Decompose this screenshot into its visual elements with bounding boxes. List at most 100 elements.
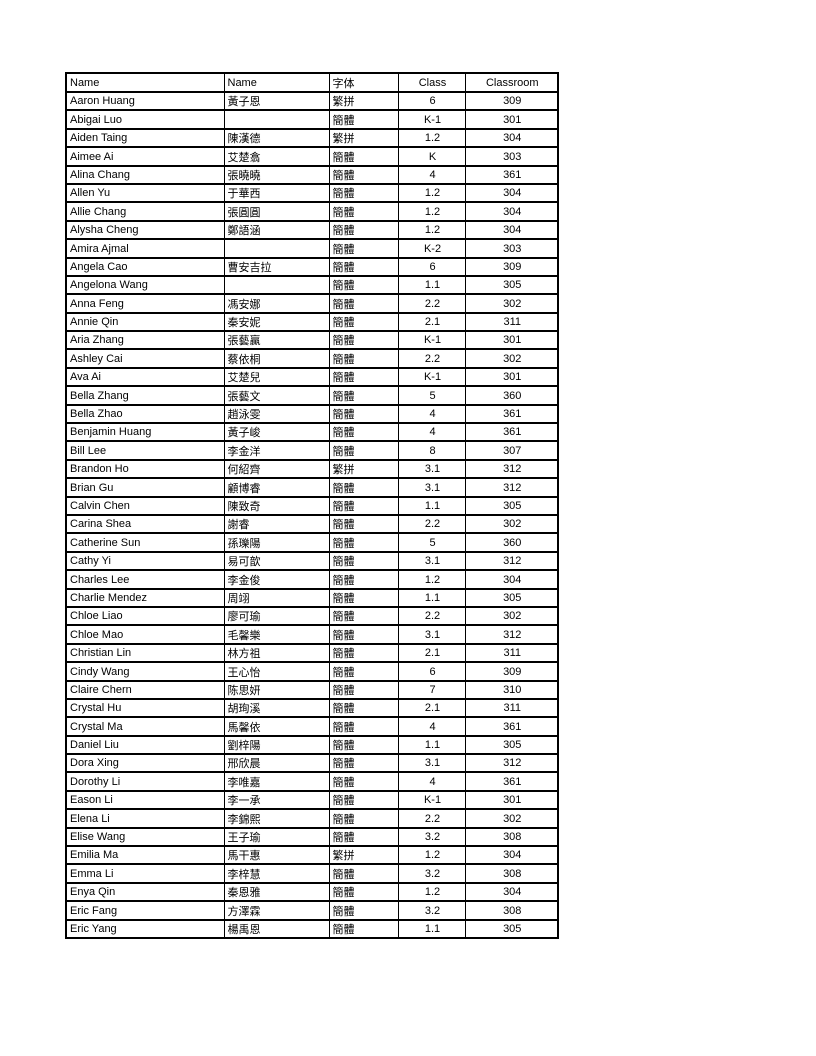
cell-class: 1.1	[397, 587, 466, 608]
cell-name-chinese: 黃子峻	[223, 422, 330, 443]
table-row: Claire Chern 陈思妍 簡體 7 310	[65, 679, 559, 700]
cell-classroom: 304	[464, 127, 559, 149]
cell-classroom: 361	[464, 422, 559, 443]
cell-font-type: 簡體	[328, 918, 399, 939]
cell-class: 1.1	[397, 918, 466, 939]
cell-name-chinese: 林方祖	[223, 642, 330, 664]
cell-name-english: Anna Feng	[65, 293, 225, 314]
cell-name-english: Dorothy Li	[65, 771, 225, 792]
cell-class: 2.2	[397, 513, 466, 535]
cell-font-type: 簡體	[328, 605, 399, 627]
cell-name-chinese: 秦安妮	[223, 311, 330, 333]
cell-class: 2.2	[397, 605, 466, 627]
table-row: Bella Zhao 趙泳雯 簡體 4 361	[65, 403, 559, 425]
table-row: Benjamin Huang 黃子峻 簡體 4 361	[65, 422, 559, 443]
cell-name-english: Bill Lee	[65, 440, 225, 461]
cell-classroom: 305	[464, 734, 559, 756]
cell-classroom: 304	[464, 201, 559, 222]
cell-class: 4	[397, 771, 466, 792]
cell-name-chinese: 陈思妍	[223, 679, 330, 700]
cell-classroom: 301	[464, 366, 559, 388]
cell-classroom: 304	[464, 182, 559, 204]
table-row: Allie Chang 張圓圓 簡體 1.2 304	[65, 201, 559, 222]
cell-class: 4	[397, 164, 466, 185]
cell-name-english: Bella Zhao	[65, 403, 225, 425]
cell-name-english: Claire Chern	[65, 679, 225, 700]
header-classroom: Classroom	[464, 72, 559, 93]
cell-name-chinese: 趙泳雯	[223, 403, 330, 425]
cell-font-type: 簡體	[328, 385, 399, 406]
cell-name-english: Elise Wang	[65, 826, 225, 848]
cell-class: 2.1	[397, 697, 466, 719]
cell-font-type: 簡體	[328, 219, 399, 241]
table-row: Eric Fang 方澤霖 簡體 3.2 308	[65, 900, 559, 921]
cell-class: 3.1	[397, 477, 466, 498]
cell-font-type: 簡體	[328, 146, 399, 167]
cell-name-english: Ava Ai	[65, 366, 225, 388]
cell-classroom: 301	[464, 109, 559, 130]
cell-name-english: Emilia Ma	[65, 844, 225, 866]
table-body: Aaron Huang 黃子恩 繁拼 6 309 Abigai Luo 簡體 K…	[65, 90, 559, 939]
cell-name-chinese: 李梓慧	[223, 863, 330, 884]
cell-font-type: 簡體	[328, 495, 399, 517]
cell-name-english: Eric Fang	[65, 900, 225, 921]
cell-classroom: 312	[464, 477, 559, 498]
cell-name-english: Aimee Ai	[65, 146, 225, 167]
cell-classroom: 312	[464, 458, 559, 480]
cell-class: 6	[397, 90, 466, 112]
cell-font-type: 簡體	[328, 587, 399, 608]
cell-classroom: 308	[464, 826, 559, 848]
cell-font-type: 簡體	[328, 826, 399, 848]
cell-classroom: 302	[464, 348, 559, 369]
cell-class: K-2	[397, 238, 466, 259]
cell-font-type: 簡體	[328, 881, 399, 903]
cell-class: 1.2	[397, 569, 466, 590]
cell-name-chinese: 王子瑜	[223, 826, 330, 848]
cell-class: 3.1	[397, 753, 466, 774]
cell-font-type: 簡體	[328, 697, 399, 719]
table-row: Ava Ai 艾楚兒 簡體 K-1 301	[65, 366, 559, 388]
cell-font-type: 簡體	[328, 642, 399, 664]
table-row: Bill Lee 李金洋 簡體 8 307	[65, 440, 559, 461]
table-row: Calvin Chen 陳致奇 簡體 1.1 305	[65, 495, 559, 517]
cell-name-chinese	[223, 109, 330, 130]
cell-classroom: 305	[464, 587, 559, 608]
cell-class: 3.1	[397, 550, 466, 572]
cell-font-type: 繁拼	[328, 844, 399, 866]
table-row: Carina Shea 謝睿 簡體 2.2 302	[65, 513, 559, 535]
cell-name-english: Catherine Sun	[65, 532, 225, 553]
cell-class: 1.2	[397, 844, 466, 866]
table-row: Aimee Ai 艾楚翕 簡體 K 303	[65, 146, 559, 167]
cell-name-english: Chloe Mao	[65, 624, 225, 645]
cell-class: K-1	[397, 330, 466, 351]
cell-classroom: 309	[464, 256, 559, 277]
cell-font-type: 簡體	[328, 366, 399, 388]
cell-font-type: 簡體	[328, 789, 399, 811]
cell-font-type: 簡體	[328, 422, 399, 443]
cell-class: K-1	[397, 366, 466, 388]
table-row: Angela Cao 曹安吉拉 簡體 6 309	[65, 256, 559, 277]
cell-class: 4	[397, 422, 466, 443]
cell-font-type: 簡體	[328, 679, 399, 700]
cell-name-english: Brian Gu	[65, 477, 225, 498]
cell-classroom: 303	[464, 238, 559, 259]
cell-name-chinese: 秦恩雅	[223, 881, 330, 903]
table-row: Eric Yang 楊禹恩 簡體 1.1 305	[65, 918, 559, 939]
table-row: Angelona Wang 簡體 1.1 305	[65, 274, 559, 296]
cell-name-chinese: 馬干惠	[223, 844, 330, 866]
table-row: Eason Li 李一承 簡體 K-1 301	[65, 789, 559, 811]
table-row: Catherine Sun 孫瓅陽 簡體 5 360	[65, 532, 559, 553]
cell-font-type: 簡體	[328, 477, 399, 498]
table-row: Dora Xing 邢欣晨 簡體 3.1 312	[65, 753, 559, 774]
cell-name-english: Benjamin Huang	[65, 422, 225, 443]
table-row: Elise Wang 王子瑜 簡體 3.2 308	[65, 826, 559, 848]
cell-classroom: 361	[464, 771, 559, 792]
header-font-type: 字体	[328, 72, 399, 93]
table-row: Chloe Liao 廖可瑜 簡體 2.2 302	[65, 605, 559, 627]
cell-name-chinese: 楊禹恩	[223, 918, 330, 939]
header-row: Name Name 字体 Class Classroom	[65, 72, 559, 93]
cell-name-chinese: 馮安娜	[223, 293, 330, 314]
cell-name-chinese: 鄭語涵	[223, 219, 330, 241]
table-row: Cathy Yi 易可歆 簡體 3.1 312	[65, 550, 559, 572]
cell-name-english: Chloe Liao	[65, 605, 225, 627]
